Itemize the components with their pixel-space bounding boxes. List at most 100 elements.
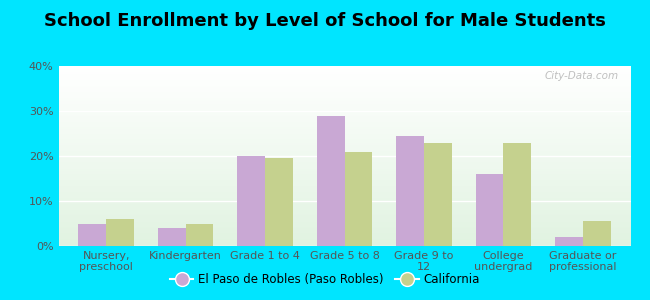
Bar	[58, 104, 630, 105]
Bar	[58, 180, 630, 181]
Bar	[58, 93, 630, 94]
Bar	[58, 234, 630, 235]
Bar	[58, 193, 630, 194]
Bar	[58, 175, 630, 176]
Bar	[58, 131, 630, 132]
Text: City-Data.com: City-Data.com	[545, 71, 619, 81]
Bar	[79, 224, 106, 246]
Bar	[58, 129, 630, 130]
Bar	[58, 121, 630, 122]
Bar	[58, 190, 630, 191]
Bar	[58, 67, 630, 68]
Bar	[58, 192, 630, 193]
Bar	[58, 112, 630, 113]
Bar	[58, 228, 630, 229]
Bar	[58, 240, 630, 241]
Bar	[58, 173, 630, 174]
Bar	[58, 146, 630, 147]
Bar	[58, 126, 630, 127]
Bar	[58, 143, 630, 144]
Bar	[58, 187, 630, 188]
Bar	[58, 80, 630, 81]
Bar	[317, 116, 345, 246]
Bar	[58, 156, 630, 157]
Bar	[555, 237, 583, 246]
Bar	[58, 208, 630, 209]
Bar	[58, 188, 630, 189]
Bar	[58, 229, 630, 230]
Bar	[58, 147, 630, 148]
Bar	[58, 210, 630, 211]
Bar	[58, 83, 630, 84]
Bar	[58, 103, 630, 104]
Bar	[58, 160, 630, 161]
Bar	[58, 217, 630, 218]
Bar	[58, 220, 630, 221]
Bar	[58, 116, 630, 117]
Bar	[58, 142, 630, 143]
Bar	[58, 71, 630, 72]
Bar	[58, 148, 630, 149]
Text: School Enrollment by Level of School for Male Students: School Enrollment by Level of School for…	[44, 12, 606, 30]
Bar	[58, 189, 630, 190]
Bar	[58, 239, 630, 240]
Bar	[58, 205, 630, 206]
Bar	[58, 204, 630, 205]
Bar	[58, 200, 630, 201]
Bar	[58, 163, 630, 164]
Bar	[58, 235, 630, 236]
Bar	[58, 152, 630, 153]
Bar	[237, 156, 265, 246]
Bar	[58, 84, 630, 85]
Bar	[58, 214, 630, 215]
Bar	[58, 222, 630, 223]
Bar	[58, 101, 630, 102]
Bar	[58, 91, 630, 92]
Bar	[58, 185, 630, 186]
Bar	[58, 123, 630, 124]
Bar	[58, 110, 630, 111]
Bar	[58, 124, 630, 125]
Bar	[58, 72, 630, 73]
Bar	[58, 81, 630, 82]
Bar	[58, 125, 630, 126]
Bar	[58, 139, 630, 140]
Bar	[58, 99, 630, 100]
Bar	[58, 203, 630, 204]
Bar	[58, 176, 630, 177]
Bar	[58, 161, 630, 162]
Bar	[58, 206, 630, 207]
Bar	[58, 76, 630, 77]
Bar	[58, 134, 630, 135]
Bar	[58, 75, 630, 76]
Bar	[58, 213, 630, 214]
Bar	[58, 87, 630, 88]
Bar	[58, 128, 630, 129]
Bar	[58, 225, 630, 226]
Bar	[58, 231, 630, 232]
Bar	[58, 166, 630, 167]
Bar	[58, 92, 630, 93]
Bar	[344, 152, 372, 246]
Bar	[58, 159, 630, 160]
Bar	[58, 244, 630, 245]
Bar	[58, 155, 630, 156]
Bar	[58, 82, 630, 83]
Bar	[58, 169, 630, 170]
Bar	[58, 68, 630, 69]
Bar	[58, 221, 630, 222]
Bar	[58, 145, 630, 146]
Bar	[58, 88, 630, 89]
Bar	[476, 174, 503, 246]
Bar	[58, 215, 630, 216]
Bar	[58, 197, 630, 198]
Bar	[58, 177, 630, 178]
Bar	[58, 169, 630, 170]
Bar	[58, 107, 630, 108]
Bar	[58, 179, 630, 180]
Bar	[58, 102, 630, 103]
Bar	[58, 70, 630, 71]
Bar	[58, 115, 630, 116]
Bar	[58, 182, 630, 183]
Bar	[58, 227, 630, 228]
